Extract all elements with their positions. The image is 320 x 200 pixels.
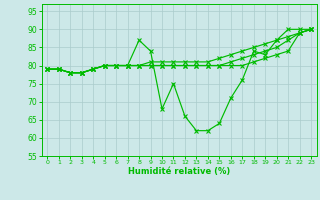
X-axis label: Humidité relative (%): Humidité relative (%) [128,167,230,176]
